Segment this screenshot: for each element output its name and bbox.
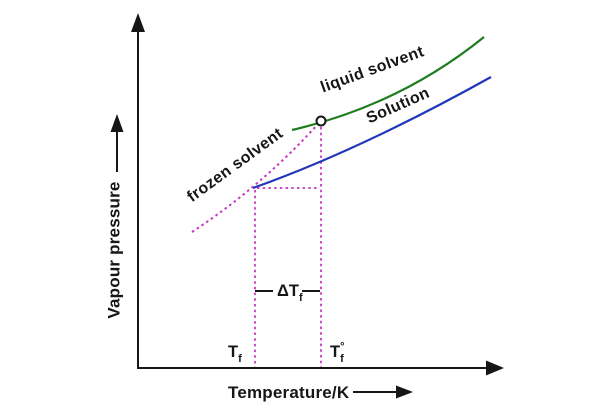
delta-tf-sub: f bbox=[299, 292, 303, 304]
solution-curve bbox=[252, 76, 492, 190]
axes bbox=[131, 13, 504, 376]
guide-lines bbox=[254, 127, 322, 367]
y-axis-label-group: Vapour pressure bbox=[105, 114, 124, 319]
tf0-main: T bbox=[330, 343, 340, 361]
tf0-label: T° f bbox=[330, 341, 345, 365]
tf0-sup: ° bbox=[340, 341, 344, 353]
x-axis-label-arrow-icon bbox=[396, 385, 413, 399]
frozen-solvent-curve bbox=[191, 123, 319, 233]
liquid-solvent-label: liquid solvent bbox=[318, 43, 426, 96]
solution-label: Solution bbox=[364, 84, 432, 127]
delta-tf-main: ΔT bbox=[277, 282, 299, 300]
tf0-sub: f bbox=[340, 353, 344, 365]
x-axis-label-group: Temperature/K bbox=[228, 383, 413, 402]
freezing-point-marker-icon bbox=[315, 115, 327, 127]
y-axis-label: Vapour pressure bbox=[105, 181, 124, 318]
frozen-solvent-label: frozen solvent bbox=[184, 125, 286, 206]
y-axis-label-arrow-icon bbox=[110, 114, 124, 132]
tf-main: T bbox=[228, 343, 238, 361]
x-axis-arrow-icon bbox=[486, 360, 504, 376]
tf-sub: f bbox=[238, 353, 242, 365]
x-axis-label: Temperature/K bbox=[228, 383, 350, 402]
tf-label: Tf bbox=[228, 343, 242, 365]
delta-tf-label: ΔTf bbox=[277, 282, 303, 304]
y-axis-arrow-icon bbox=[131, 13, 145, 32]
